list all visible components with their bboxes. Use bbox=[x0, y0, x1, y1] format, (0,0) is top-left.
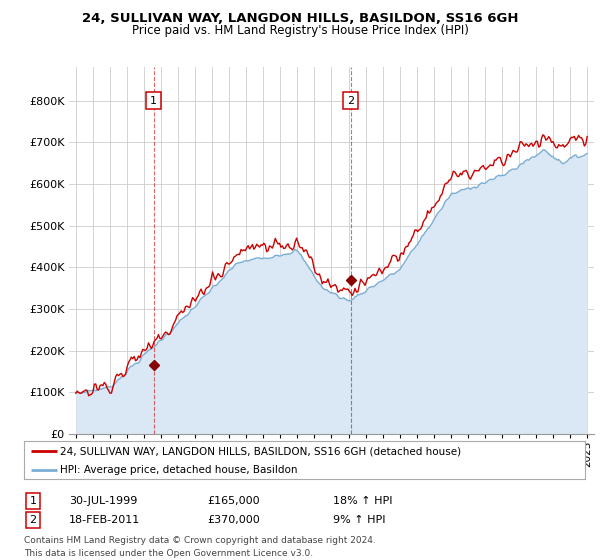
Text: £165,000: £165,000 bbox=[207, 496, 260, 506]
Text: HPI: Average price, detached house, Basildon: HPI: Average price, detached house, Basi… bbox=[61, 465, 298, 475]
Text: 24, SULLIVAN WAY, LANGDON HILLS, BASILDON, SS16 6GH (detached house): 24, SULLIVAN WAY, LANGDON HILLS, BASILDO… bbox=[61, 446, 461, 456]
Text: 1: 1 bbox=[29, 496, 37, 506]
Text: 2: 2 bbox=[347, 96, 354, 105]
Text: 18-FEB-2011: 18-FEB-2011 bbox=[69, 515, 140, 525]
Text: Price paid vs. HM Land Registry's House Price Index (HPI): Price paid vs. HM Land Registry's House … bbox=[131, 24, 469, 37]
Text: 9% ↑ HPI: 9% ↑ HPI bbox=[333, 515, 386, 525]
Text: 1: 1 bbox=[150, 96, 157, 105]
Text: £370,000: £370,000 bbox=[207, 515, 260, 525]
Text: 2: 2 bbox=[29, 515, 37, 525]
Text: Contains HM Land Registry data © Crown copyright and database right 2024.
This d: Contains HM Land Registry data © Crown c… bbox=[24, 536, 376, 558]
Text: 30-JUL-1999: 30-JUL-1999 bbox=[69, 496, 137, 506]
Text: 24, SULLIVAN WAY, LANGDON HILLS, BASILDON, SS16 6GH: 24, SULLIVAN WAY, LANGDON HILLS, BASILDO… bbox=[82, 12, 518, 25]
Text: 18% ↑ HPI: 18% ↑ HPI bbox=[333, 496, 392, 506]
